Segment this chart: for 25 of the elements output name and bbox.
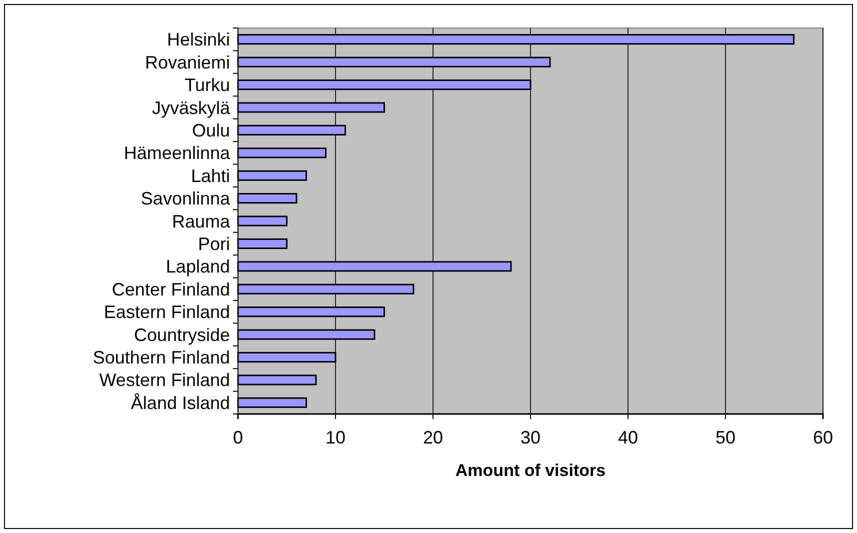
y-tick-label: Western Finland: [99, 370, 230, 390]
x-tick-label: 30: [520, 428, 541, 448]
y-tick-label: Åland Island: [130, 392, 230, 413]
y-tick-label: Pori: [198, 234, 230, 254]
y-tick-label: Countryside: [134, 324, 230, 345]
x-axis-title: Amount of visitors: [455, 461, 606, 480]
x-tick-label: 40: [618, 428, 638, 448]
y-tick-label: Southern Finland: [92, 348, 230, 368]
y-tick-label: Lahti: [190, 166, 230, 186]
y-tick-label: Helsinki: [166, 30, 230, 50]
y-tick-label: Savonlinna: [140, 188, 231, 209]
x-tick-label: 0: [232, 428, 244, 448]
x-tick-label: 60: [812, 428, 834, 448]
x-tick-label: 50: [715, 428, 736, 448]
y-tick-label: Rovaniemi: [144, 52, 230, 72]
y-tick-label: Center Finland: [112, 279, 230, 300]
y-tick-label: Jyväskylä: [152, 98, 231, 118]
y-tick-label: Rauma: [172, 211, 231, 232]
x-tick-label: 20: [422, 428, 444, 448]
y-tick-label: Oulu: [192, 120, 230, 140]
x-tick-label: 10: [325, 428, 346, 448]
y-tick-label: Hämeenlinna: [124, 143, 231, 164]
y-tick-label: Turku: [184, 75, 230, 96]
y-tick-label: Eastern Finland: [104, 302, 230, 322]
y-tick-label: Lapland: [166, 256, 230, 277]
